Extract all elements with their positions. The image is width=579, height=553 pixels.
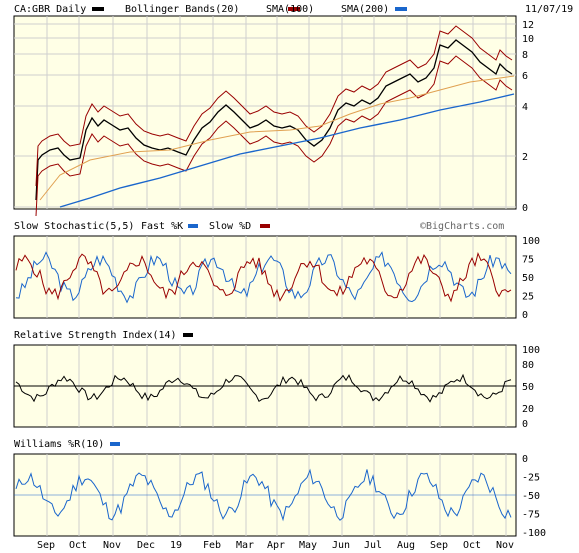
- williams-title: Williams %R(10): [14, 439, 104, 450]
- stoch-title: Slow Stochastic(5,5): [14, 221, 134, 232]
- x-tick-label: Jul: [364, 540, 382, 551]
- x-tick-label: Oct: [463, 540, 481, 551]
- y-tick-label: 100: [522, 345, 540, 356]
- x-tick-label: Mar: [236, 540, 254, 551]
- y-axis-ticks: 121086420100755025010080502000-25-50-75-…: [522, 20, 546, 539]
- y-tick-label: 10: [522, 34, 534, 45]
- y-tick-label: 6: [522, 71, 528, 82]
- y-tick-label: 20: [522, 404, 534, 415]
- y-tick-label: 4: [522, 102, 528, 113]
- date-label: 11/07/19: [525, 4, 573, 15]
- y-tick-label: -50: [522, 491, 540, 502]
- y-tick-label: -100: [522, 528, 546, 539]
- legend-swatch-sma200: [395, 7, 407, 11]
- y-tick-label: 80: [522, 360, 534, 371]
- bb-lower: [35, 55, 513, 217]
- legend-sma100-label: SMA(100): [266, 4, 314, 15]
- x-tick-label: Sep: [37, 540, 55, 551]
- x-tick-label: Nov: [496, 540, 514, 551]
- y-tick-label: 100: [522, 236, 540, 247]
- y-tick-label: 0: [522, 203, 528, 214]
- bb-upper: [35, 25, 513, 187]
- y-tick-label: 2: [522, 152, 528, 163]
- y-tick-label: 50: [522, 382, 534, 393]
- x-tick-label: Oct: [69, 540, 87, 551]
- legend-swatch-sma100: [288, 7, 300, 11]
- stoch-fast-label: Fast %K: [141, 221, 183, 232]
- x-tick-label: Dec: [137, 540, 155, 551]
- williams-line: [15, 468, 512, 522]
- williams-swatch: [110, 442, 120, 446]
- stoch-slow-label: Slow %D: [209, 221, 251, 232]
- price-line: [35, 39, 513, 201]
- price-panel: [15, 25, 515, 522]
- rsi-swatch: [183, 333, 193, 337]
- x-tick-label: Sep: [430, 540, 448, 551]
- y-tick-label: 0: [522, 310, 528, 321]
- y-tick-label: -75: [522, 510, 540, 521]
- rsi-line: [15, 373, 512, 403]
- legend-bb-label: Bollinger Bands(20): [125, 4, 239, 15]
- y-tick-label: 25: [522, 292, 534, 303]
- x-tick-label: Apr: [267, 540, 285, 551]
- ticker-label: CA:GBR Daily: [14, 4, 86, 15]
- y-tick-label: 12: [522, 20, 534, 31]
- x-tick-label: 19: [170, 540, 182, 551]
- stoch-slow-swatch: [260, 224, 270, 228]
- stoch-slow-line: [15, 251, 512, 303]
- y-tick-label: 0: [522, 454, 528, 465]
- stoch-fast-line: [15, 251, 512, 304]
- x-tick-label: Nov: [103, 540, 121, 551]
- x-axis-labels: Sep Oct Nov Dec 19 Feb Mar Apr May Jun Jul Aug Sep Oc…: [37, 540, 514, 551]
- watermark: ©BigCharts.com: [420, 221, 504, 232]
- sma100-line: [39, 75, 515, 201]
- x-tick-label: Jun: [332, 540, 350, 551]
- stoch-fast-swatch: [188, 224, 198, 228]
- y-tick-label: 0: [522, 419, 528, 430]
- panel-backgrounds: [13, 15, 517, 537]
- grid-lines: [14, 16, 516, 536]
- y-tick-label: 50: [522, 273, 534, 284]
- y-tick-label: -25: [522, 473, 540, 484]
- x-tick-label: May: [299, 540, 317, 551]
- sma200-line: [59, 93, 515, 208]
- rsi-title: Relative Strength Index(14): [14, 330, 177, 341]
- y-tick-label: 8: [522, 50, 528, 61]
- x-tick-label: Aug: [397, 540, 415, 551]
- legend-swatch-bb: [92, 7, 104, 11]
- x-tick-label: Feb: [203, 540, 221, 551]
- y-tick-label: 75: [522, 255, 534, 266]
- panel-stoch: [13, 235, 517, 319]
- legend-sma200-label: SMA(200): [341, 4, 389, 15]
